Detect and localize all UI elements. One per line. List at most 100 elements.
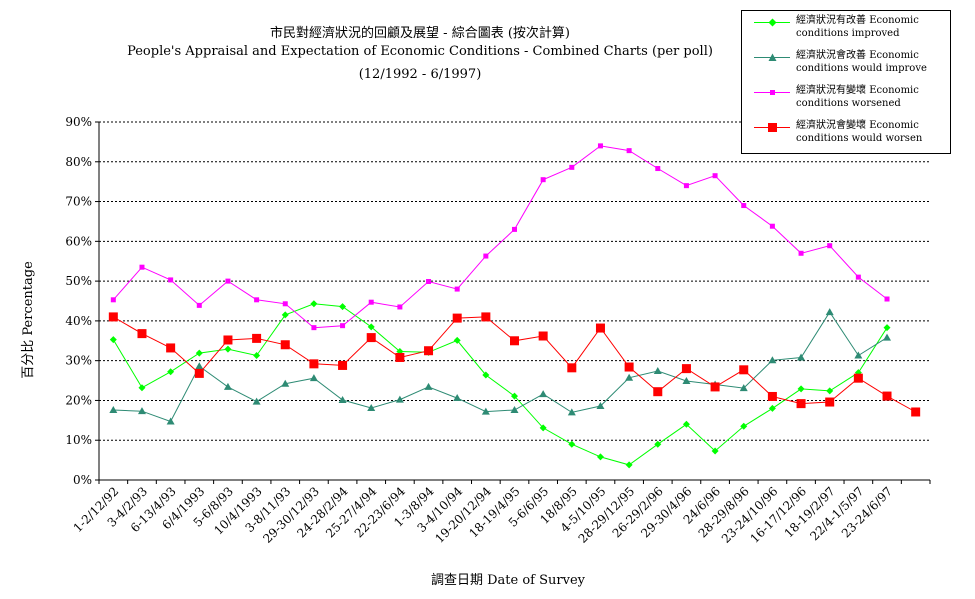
data-point [826,387,834,395]
data-point [139,264,145,270]
legend-en-2: conditions improved [796,28,900,39]
legend-item-worsened: 經濟狀況有變壞 Economic conditions worsened [742,83,950,117]
data-point [109,405,118,413]
data-point [682,420,690,428]
x-axis: 1-2/12/923-4/2/936-13/4/936/4/19935-6/8/… [71,479,931,546]
series-line [112,303,888,466]
data-point [567,408,576,416]
y-axis: 0% 10% 20% 30% 40% 50% 60% 70% 80% 90% [65,115,100,487]
data-point [138,384,146,392]
y-tick-label: 30% [65,354,92,368]
data-point [741,203,747,209]
data-point [310,300,318,308]
series-2 [110,143,890,331]
legend: 經濟狀況有改善 Economic conditions improved 經濟狀況… [741,10,951,154]
data-point [654,440,662,448]
data-point [596,453,604,461]
data-point [596,402,605,410]
y-axis-label: 百分比 Percentage [21,261,36,379]
data-point [510,405,519,413]
data-point [710,382,720,392]
data-point [655,166,661,172]
data-point [567,363,577,373]
data-point [569,164,575,170]
data-point [625,373,634,381]
data-point [453,336,461,344]
data-point [681,364,691,374]
data-point [395,352,405,362]
data-point [883,333,892,341]
grid-lines [99,121,930,441]
y-tick-label: 90% [65,115,92,129]
data-point [797,353,806,361]
data-point [511,392,518,400]
data-point [510,336,519,346]
data-point [339,303,347,311]
data-point [196,302,202,308]
data-point [194,368,204,378]
x-axis-label: 調查日期 Date of Survey [431,573,586,588]
data-point [367,404,376,412]
legend-en-2: conditions worsened [796,98,901,109]
data-point [309,359,319,369]
data-point [195,349,203,357]
legend-item-would-improve: 經濟狀況會改善 Economic conditions would improve [742,48,950,82]
data-point [309,374,318,382]
data-point [340,323,346,329]
legend-en-2: conditions would improve [796,63,927,74]
data-point [481,312,491,322]
data-point [739,384,748,392]
data-point [482,371,490,379]
y-tick-label: 20% [65,393,92,407]
data-point [740,422,748,430]
diamond-marker-icon [768,18,777,27]
data-point [512,226,517,232]
data-point [137,407,146,415]
legend-en: Economic [869,50,919,61]
data-point [338,396,347,404]
data-point [168,277,174,283]
y-tick-label: 60% [65,234,92,248]
square-marker-icon [770,90,775,95]
data-point [768,404,776,412]
legend-zh: 經濟狀況會變壞 [796,120,866,131]
data-point [682,376,691,384]
data-point [452,313,462,323]
data-point [853,373,863,383]
data-point [540,177,546,183]
data-point [225,278,231,284]
data-point [195,362,204,370]
data-point [769,223,775,229]
data-point [653,367,662,375]
data-point [311,325,317,331]
legend-en: Economic [869,120,919,131]
data-point [539,424,547,432]
data-point [454,286,460,292]
data-point [395,395,404,403]
data-point [426,279,432,285]
data-point [280,340,290,350]
data-point [797,385,805,393]
data-point [254,297,260,303]
legend-zh: 經濟狀況有改善 [796,15,866,26]
data-point [825,397,835,407]
data-point [108,312,118,322]
data-point [796,399,806,409]
data-point [282,301,288,307]
legend-zh: 經濟狀況有變壞 [796,85,866,96]
data-point [397,304,403,310]
data-point [854,351,863,359]
data-point [538,331,548,341]
data-point [595,323,605,333]
data-point [597,143,603,149]
data-point [483,253,489,259]
data-point [223,382,232,390]
data-point [166,343,176,353]
legend-en: Economic [869,15,919,26]
data-point [252,333,262,343]
legend-en: Economic [869,85,919,96]
y-tick-label: 10% [65,433,92,447]
chart-subtitle: (12/1992 - 6/1997) [358,67,482,82]
legend-en-2: conditions would worsen [796,133,923,144]
data-point [223,335,233,345]
